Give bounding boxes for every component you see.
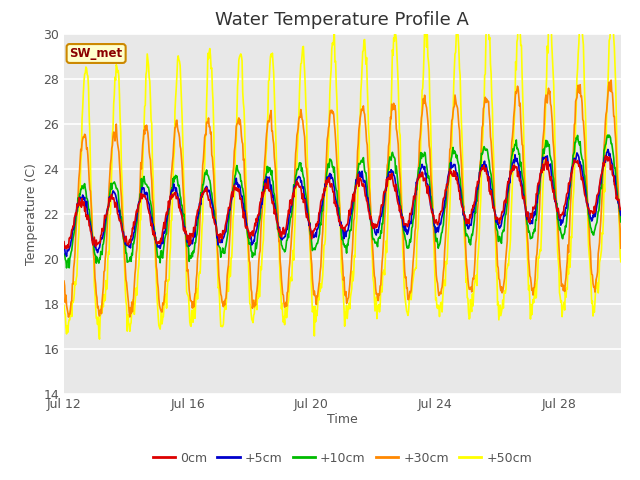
Y-axis label: Temperature (C): Temperature (C) (25, 163, 38, 264)
Text: SW_met: SW_met (70, 47, 123, 60)
X-axis label: Time: Time (327, 413, 358, 426)
Legend: 0cm, +5cm, +10cm, +30cm, +50cm: 0cm, +5cm, +10cm, +30cm, +50cm (148, 447, 537, 469)
Title: Water Temperature Profile A: Water Temperature Profile A (216, 11, 469, 29)
